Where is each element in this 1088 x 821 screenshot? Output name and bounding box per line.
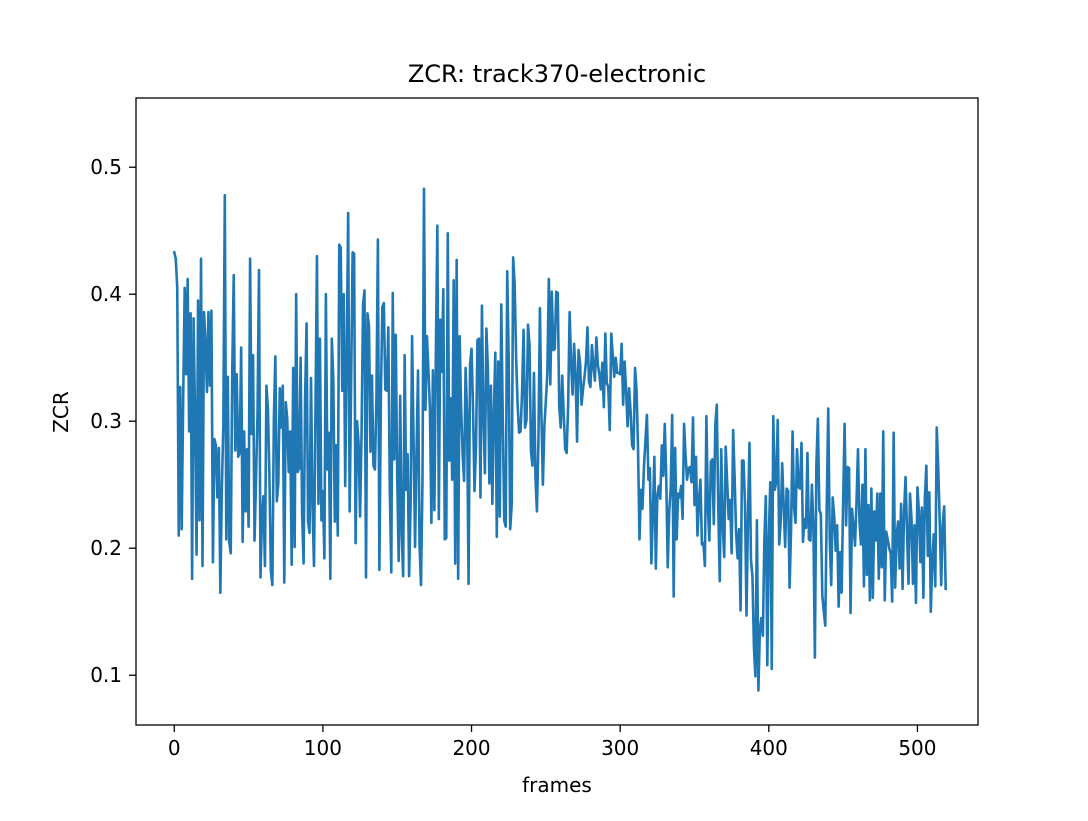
axes: 0 100 200 300 400 500 0.1 0.2 0.3 0.4 0.5 <box>90 97 979 760</box>
x-axis-label: frames <box>522 773 592 797</box>
x-tick-label: 0 <box>168 736 181 760</box>
y-tick-label: 0.5 <box>90 155 122 179</box>
series-line-0 <box>172 187 947 692</box>
y-axis-label: ZCR <box>49 391 73 433</box>
y-tick-label: 0.4 <box>90 282 122 306</box>
chart-title: ZCR: track370-electronic <box>408 60 706 88</box>
x-tick-label: 100 <box>304 736 342 760</box>
x-tick-label: 400 <box>750 736 788 760</box>
y-tick-label: 0.2 <box>90 536 122 560</box>
y-tick-label: 0.1 <box>90 663 122 687</box>
axes-frame <box>135 97 979 726</box>
plot-area <box>172 187 947 692</box>
x-tick-label: 200 <box>452 736 490 760</box>
x-tick-label: 500 <box>898 736 936 760</box>
y-tick-label: 0.3 <box>90 409 122 433</box>
x-tick-label: 300 <box>601 736 639 760</box>
